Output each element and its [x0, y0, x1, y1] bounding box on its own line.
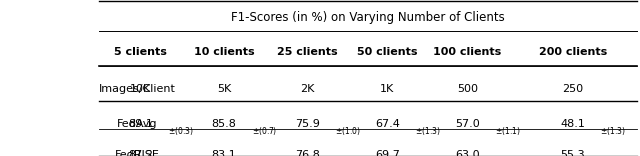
- Text: $\pm$(1.3): $\pm$(1.3): [600, 125, 626, 137]
- Text: FedRISE: FedRISE: [115, 150, 160, 156]
- Text: 500: 500: [457, 84, 477, 94]
- Text: F1-Scores (in %) on Varying Number of Clients: F1-Scores (in %) on Varying Number of Cl…: [231, 11, 505, 24]
- Text: $\pm$(1.1): $\pm$(1.1): [495, 125, 520, 137]
- Text: 48.1: 48.1: [561, 119, 585, 129]
- Text: 67.4: 67.4: [375, 119, 399, 129]
- Text: 57.0: 57.0: [455, 119, 479, 129]
- Text: 89.1: 89.1: [129, 119, 153, 129]
- Text: 5K: 5K: [217, 84, 231, 94]
- Text: 250: 250: [562, 84, 584, 94]
- Text: $\pm$(1.3): $\pm$(1.3): [415, 125, 440, 137]
- Text: 75.9: 75.9: [295, 119, 319, 129]
- Text: 10 clients: 10 clients: [194, 47, 254, 57]
- Text: 2K: 2K: [300, 84, 314, 94]
- Text: FedAvg: FedAvg: [117, 119, 158, 129]
- Text: Images/Client: Images/Client: [99, 84, 176, 94]
- Text: 50 clients: 50 clients: [357, 47, 417, 57]
- Text: 200 clients: 200 clients: [539, 47, 607, 57]
- Text: 83.1: 83.1: [212, 150, 236, 156]
- Text: 63.0: 63.0: [455, 150, 479, 156]
- Text: 85.8: 85.8: [212, 119, 236, 129]
- Text: 5 clients: 5 clients: [115, 47, 167, 57]
- Text: $\pm$(0.3): $\pm$(0.3): [168, 125, 194, 137]
- Text: 100 clients: 100 clients: [433, 47, 501, 57]
- Text: 10K: 10K: [130, 84, 152, 94]
- Text: $\pm$(1.0): $\pm$(1.0): [335, 125, 360, 137]
- Text: 76.8: 76.8: [295, 150, 319, 156]
- Text: 25 clients: 25 clients: [277, 47, 337, 57]
- Text: $\pm$(0.7): $\pm$(0.7): [252, 125, 276, 137]
- Text: 69.7: 69.7: [375, 150, 399, 156]
- Text: 1K: 1K: [380, 84, 394, 94]
- Text: 87.2: 87.2: [128, 150, 154, 156]
- Text: 55.3: 55.3: [561, 150, 585, 156]
